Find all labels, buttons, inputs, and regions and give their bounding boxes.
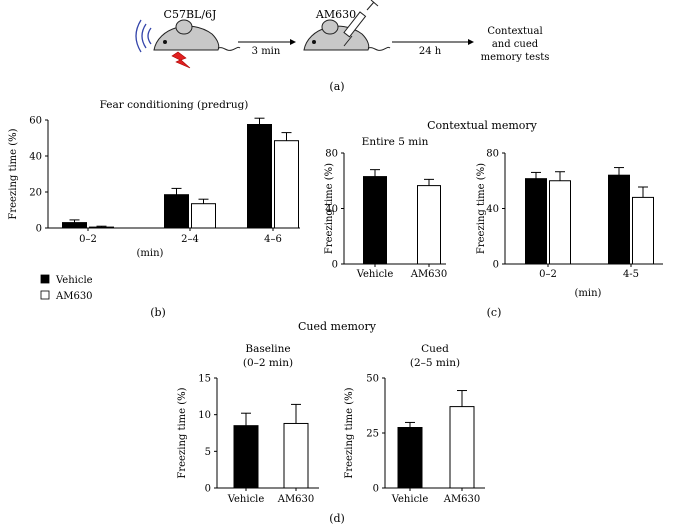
y-tick-label: 60 <box>29 116 42 127</box>
chart-title: Cued <box>421 343 449 355</box>
y-tick-label: 40 <box>29 152 42 163</box>
bar-am630 <box>89 226 114 229</box>
y-tick-label: 15 <box>198 374 211 385</box>
legend-swatch-vehicle <box>40 274 50 284</box>
x-tick-label: Vehicle <box>356 269 394 280</box>
contextual-memory-title: Contextual memory <box>427 119 538 132</box>
y-axis-label: Freezing time (%) <box>476 163 487 254</box>
bar-vehicle <box>233 425 259 489</box>
sound-wave-icon <box>135 19 152 53</box>
chart-title: Baseline <box>245 343 290 355</box>
bar-am630 <box>274 140 299 229</box>
strain-label: C57BL/6J <box>164 8 217 21</box>
bar-am630 <box>449 406 475 489</box>
bar-am630 <box>191 203 216 229</box>
chart-fear-conditioning: 0 20 40 60 Freezing time (%) Fear conditionin… <box>8 99 300 245</box>
step2-time-label: 24 h <box>419 46 442 57</box>
y-axis-label: Freezing time (%) <box>344 387 355 478</box>
x-tick-label: AM630 <box>410 269 448 280</box>
panel-b-xlabel: (min) <box>137 248 164 259</box>
outcome-line-3: memory tests <box>481 52 550 63</box>
y-tick-label: 25 <box>366 429 379 440</box>
syringe-icon <box>343 0 379 47</box>
bar-am630 <box>632 196 654 265</box>
x-tick-label: 4-5 <box>623 269 639 280</box>
chart-contextual-binned: 0 40 80 Freezing time (%) 0–2 4-5 <box>476 149 663 280</box>
shock-icon <box>171 51 191 69</box>
panel-c-xlabel: (min) <box>575 288 602 299</box>
x-tick-label: Vehicle <box>391 494 429 505</box>
legend-label-vehicle: Vehicle <box>55 275 93 286</box>
bar-vehicle <box>397 427 423 489</box>
bar-vehicle <box>62 222 87 229</box>
x-tick-label: AM630 <box>443 494 481 505</box>
panel-label-a: (a) <box>329 80 344 93</box>
arrow-head <box>468 39 474 45</box>
legend-swatch-am630 <box>40 290 50 300</box>
y-tick-label: 10 <box>198 410 211 421</box>
legend: Vehicle AM630 <box>40 274 93 302</box>
chart-cued-baseline: 0 5 10 15 Freezing time (%) Baseline (0–2 min)… <box>177 343 319 505</box>
drug-label: AM630 <box>315 8 356 21</box>
y-tick-label: 20 <box>29 188 42 199</box>
y-tick-label: 80 <box>325 149 338 160</box>
outcome-line-2: and cued <box>492 39 539 50</box>
y-tick-label: 80 <box>486 149 499 160</box>
step1-time-label: 3 min <box>252 46 281 57</box>
y-tick-label: 0 <box>205 484 211 495</box>
x-tick-label: Vehicle <box>227 494 265 505</box>
bar-vehicle <box>247 124 272 229</box>
chart-subtitle: (2–5 min) <box>410 357 460 369</box>
y-axis-label: Freezing time (%) <box>324 163 335 254</box>
bar-vehicle <box>525 178 547 265</box>
x-tick-label: 4–6 <box>264 234 282 245</box>
y-tick-label: 40 <box>325 204 338 215</box>
y-tick-label: 0 <box>36 224 42 235</box>
bar-vehicle <box>363 176 387 265</box>
y-axis-label: Freezing time (%) <box>177 387 188 478</box>
y-tick-label: 40 <box>486 204 499 215</box>
legend-label-am630: AM630 <box>55 291 93 302</box>
x-tick-label: AM630 <box>277 494 315 505</box>
mouse-icon <box>153 19 241 51</box>
panel-a-schematic: C57BL/6J 3 min AM630 24 h Contextual and… <box>135 0 550 93</box>
y-tick-label: 0 <box>373 484 379 495</box>
outcome-line-1: Contextual <box>487 26 542 37</box>
chart-contextual-entire: 0 40 80 Freezing time (%) Entire 5 min Vehicl… <box>324 136 447 280</box>
y-axis-label: Freezing time (%) <box>8 128 19 219</box>
y-tick-label: 5 <box>205 447 211 458</box>
bar-am630 <box>417 185 441 265</box>
chart-subtitle: (0–2 min) <box>243 357 293 369</box>
chart-title: Entire 5 min <box>362 136 429 148</box>
y-tick-label: 50 <box>366 374 379 385</box>
chart-cued-cued: 0 25 50 Freezing time (%) Cued (2–5 min) Vehic… <box>344 343 485 505</box>
panel-label-b: (b) <box>150 306 166 319</box>
bar-am630 <box>549 180 571 265</box>
x-tick-label: 0–2 <box>79 234 97 245</box>
panel-label-c: (c) <box>487 306 502 319</box>
x-tick-label: 0–2 <box>539 269 557 280</box>
y-tick-label: 0 <box>332 260 338 271</box>
x-tick-label: 2–4 <box>181 234 199 245</box>
panel-label-d: (d) <box>329 512 345 525</box>
bar-vehicle <box>608 174 630 265</box>
bar-am630 <box>283 422 309 489</box>
arrow-head <box>290 39 296 45</box>
y-tick-label: 0 <box>493 260 499 271</box>
chart-title: Fear conditioning (predrug) <box>100 99 249 111</box>
cued-memory-title: Cued memory <box>298 320 377 333</box>
bar-vehicle <box>164 194 189 229</box>
